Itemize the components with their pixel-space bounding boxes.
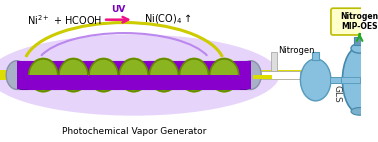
Ellipse shape — [149, 59, 178, 91]
Bar — [209, 75, 239, 90]
Bar — [330, 77, 359, 83]
Ellipse shape — [59, 59, 88, 91]
Ellipse shape — [210, 59, 239, 91]
Text: Nitrogen
MIP-OES: Nitrogen MIP-OES — [341, 12, 378, 31]
Ellipse shape — [180, 59, 209, 91]
Bar — [253, 71, 301, 79]
Ellipse shape — [89, 59, 118, 91]
Bar — [209, 75, 240, 90]
Bar — [17, 76, 251, 89]
Bar — [179, 75, 209, 90]
Bar — [58, 75, 89, 90]
Ellipse shape — [59, 59, 88, 91]
Bar — [88, 75, 119, 90]
Ellipse shape — [119, 59, 148, 91]
Ellipse shape — [59, 59, 88, 91]
Bar — [271, 52, 277, 71]
Ellipse shape — [119, 59, 148, 91]
Bar — [88, 75, 119, 90]
Text: GLS: GLS — [332, 85, 341, 103]
Bar — [354, 37, 365, 45]
Text: UV: UV — [111, 5, 125, 14]
Ellipse shape — [351, 107, 368, 115]
FancyBboxPatch shape — [331, 8, 378, 35]
Ellipse shape — [351, 44, 368, 53]
Bar — [178, 75, 209, 90]
Ellipse shape — [89, 59, 118, 91]
Ellipse shape — [210, 59, 239, 91]
Bar — [330, 77, 341, 83]
Ellipse shape — [149, 59, 178, 91]
Bar — [17, 75, 251, 89]
Ellipse shape — [301, 59, 331, 101]
Text: Ni$^{2+}$ + HCOOH: Ni$^{2+}$ + HCOOH — [27, 13, 103, 27]
Bar — [243, 70, 315, 80]
Ellipse shape — [180, 59, 209, 91]
Bar — [312, 52, 319, 60]
Text: Photochemical Vapor Generator: Photochemical Vapor Generator — [62, 127, 206, 136]
Ellipse shape — [89, 59, 118, 91]
Text: Nitrogen: Nitrogen — [279, 46, 315, 55]
Bar — [253, 75, 272, 79]
Ellipse shape — [29, 59, 58, 91]
Ellipse shape — [342, 46, 377, 113]
Bar — [28, 75, 58, 90]
Ellipse shape — [0, 35, 279, 116]
Bar — [0, 70, 24, 80]
Bar — [149, 75, 179, 90]
Bar — [16, 61, 252, 76]
Bar — [28, 75, 59, 90]
Bar — [17, 61, 251, 76]
Bar — [119, 75, 149, 90]
Ellipse shape — [240, 61, 261, 89]
Bar — [118, 75, 149, 90]
Bar — [59, 75, 88, 90]
Ellipse shape — [6, 61, 27, 89]
Ellipse shape — [149, 59, 178, 91]
Ellipse shape — [180, 59, 209, 91]
Ellipse shape — [210, 59, 239, 91]
Ellipse shape — [119, 59, 148, 91]
Ellipse shape — [29, 59, 58, 91]
Ellipse shape — [29, 59, 58, 91]
Bar — [149, 75, 179, 90]
Text: Ni(CO)$_4$ ↑: Ni(CO)$_4$ ↑ — [144, 13, 192, 27]
Bar — [17, 61, 251, 89]
